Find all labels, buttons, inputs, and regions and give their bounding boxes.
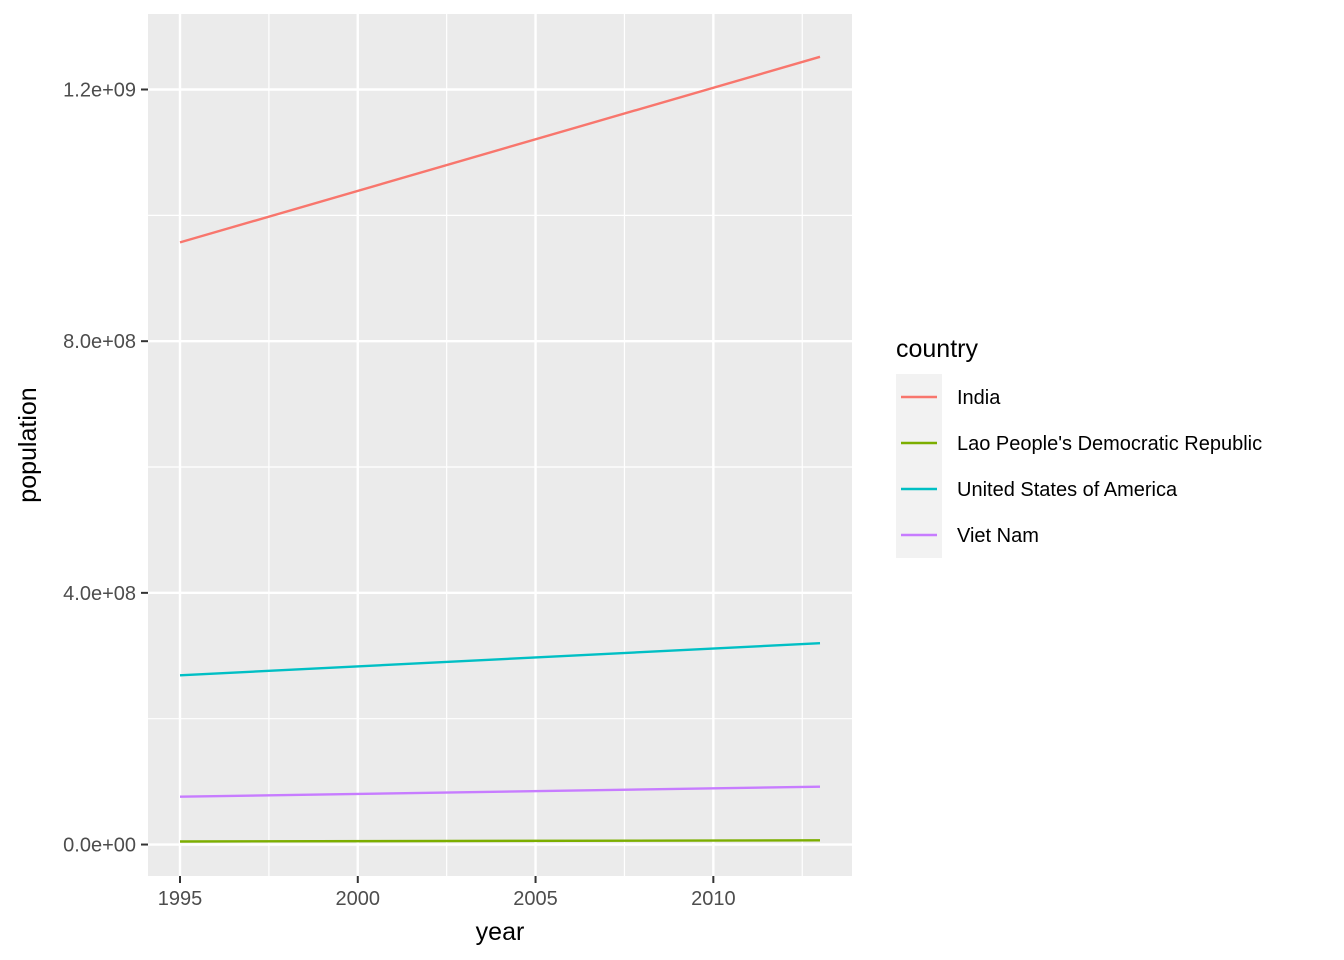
legend: country India Lao People's Democratic Rep… (896, 335, 1262, 558)
x-axis: 1995 2000 2005 2010 (158, 876, 736, 910)
legend-label-india: India (957, 387, 1001, 409)
minor-gridlines (148, 14, 852, 876)
legend-title: country (896, 335, 978, 363)
y-tick-label: 1.2e+09 (63, 80, 136, 102)
series-line-viet-nam (179, 785, 821, 798)
x-tick-label: 2000 (336, 888, 381, 910)
legend-label-viet-nam: Viet Nam (957, 525, 1039, 547)
x-tick-label: 2005 (513, 888, 558, 910)
y-tick-label: 8.0e+08 (63, 331, 136, 353)
major-gridlines (148, 14, 852, 876)
series-line-india (179, 55, 821, 244)
plot-panel (148, 14, 852, 876)
legend-label-lao-people-s-democratic-republic: Lao People's Democratic Republic (957, 433, 1262, 455)
legend-items: India Lao People's Democratic Republic Uni… (896, 374, 1262, 558)
legend-key-background (896, 374, 942, 558)
x-tick-label: 2010 (691, 888, 736, 910)
y-axis: 0.0e+00 4.0e+08 8.0e+08 1.2e+09 (63, 80, 148, 857)
series-lines (179, 55, 821, 843)
x-tick-label: 1995 (158, 888, 203, 910)
y-tick-label: 4.0e+08 (63, 583, 136, 605)
series-line-lao-people-s-democratic-republic (179, 839, 821, 843)
series-line-united-states-of-america (179, 642, 821, 677)
y-tick-label: 0.0e+00 (63, 835, 136, 857)
legend-label-united-states-of-america: United States of America (957, 479, 1178, 501)
x-axis-title: year (476, 918, 525, 946)
y-axis-title: population (14, 387, 42, 502)
